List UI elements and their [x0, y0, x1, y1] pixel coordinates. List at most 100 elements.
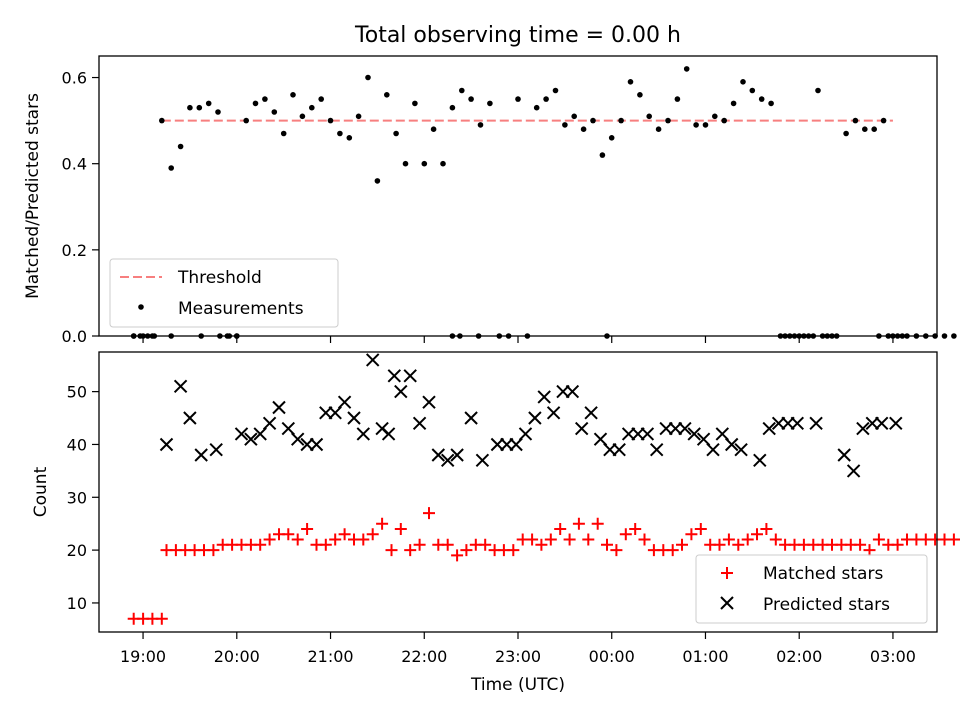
predicted-star-point: [309, 437, 324, 452]
measurement-point: [271, 109, 278, 115]
matched-star-point: [563, 533, 576, 546]
ratio-y-axis-label: Matched/Predicted stars: [23, 93, 43, 299]
measurement-point: [712, 113, 718, 120]
predicted-star-point: [183, 411, 197, 425]
predicted-star-point: [194, 448, 208, 462]
measurement-point: [205, 100, 212, 107]
measurement-point: [758, 96, 765, 102]
matched-star-point: [329, 533, 342, 546]
measurement-point: [637, 92, 643, 98]
count-marks: [127, 353, 960, 625]
matched-legend-label: Matched stars: [763, 564, 883, 584]
matched-star-point: [376, 517, 389, 530]
measurement-point: [290, 92, 296, 98]
predicted-star-point: [753, 453, 767, 468]
measurement-point: [168, 165, 174, 171]
matched-star-point: [207, 544, 220, 557]
predicted-star-point: [584, 406, 598, 420]
matched-star-point: [357, 533, 370, 546]
measurement-point: [721, 117, 727, 124]
predicted-star-point: [546, 406, 561, 420]
measurement-point: [618, 117, 624, 124]
measurement-point: [393, 130, 399, 137]
measurement-point: [627, 79, 634, 85]
predicted-star-point: [574, 421, 589, 436]
predicted-star-point: [422, 395, 436, 409]
matched-star-point: [385, 544, 398, 557]
matched-star-point: [394, 523, 407, 535]
time-x-tick-label: 00:00: [589, 647, 635, 666]
measurement-point: [374, 178, 381, 184]
threshold-legend-label: Threshold: [177, 268, 262, 288]
predicted-star-point: [734, 442, 748, 457]
predicted-star-point: [431, 448, 446, 462]
predicted-star-point: [347, 411, 361, 425]
measurement-point: [430, 126, 437, 132]
count-axes: 10 20 30 40 50 19:00 20:00 21:00 22:00 23:00 00:00…: [67, 383, 916, 666]
matched-star-point: [366, 528, 379, 541]
matched-star-point: [451, 549, 464, 562]
predicted-star-point: [856, 421, 870, 436]
ratio-panel: 0.0 0.2 0.4 0.6 Matched/Predicted stars Thr…: [23, 55, 957, 346]
measurement-point: [159, 117, 165, 124]
predicted-star-point: [290, 432, 305, 446]
matched-star-point: [263, 533, 276, 546]
measurement-point: [384, 92, 390, 98]
matched-star-point: [760, 523, 773, 535]
predicted-star-point: [475, 453, 490, 468]
predicted-star-point: [612, 442, 626, 457]
measurement-point: [852, 117, 859, 124]
measurement-point: [459, 87, 465, 94]
matched-star-point: [722, 533, 735, 546]
count-y-tick-label: 20: [67, 541, 87, 560]
count-legend: Matched stars Predicted stars: [695, 554, 928, 624]
predicted-star-point: [234, 427, 249, 441]
measurement-point: [552, 87, 559, 94]
measurement-point: [599, 152, 606, 158]
predicted-star-point: [724, 437, 739, 452]
matched-star-point: [638, 533, 651, 546]
measurement-point: [318, 96, 325, 102]
predicted-star-point: [874, 416, 889, 431]
matched-star-point: [863, 544, 876, 557]
measurement-point: [533, 104, 540, 111]
count-y-tick-label: 30: [67, 488, 87, 507]
measurement-point: [177, 143, 184, 150]
measurement-point: [327, 117, 334, 124]
matched-star-point: [423, 507, 435, 520]
measurement-point: [262, 96, 268, 102]
ratio-legend-box: [109, 258, 339, 328]
measurement-point: [562, 122, 568, 128]
predicted-star-point: [640, 427, 655, 441]
matched-star-point: [572, 517, 585, 530]
matched-star-point: [535, 538, 548, 551]
matched-star-point: [554, 523, 567, 535]
matched-star-point: [619, 528, 632, 541]
matched-star-point: [413, 538, 426, 551]
measurement-point: [412, 100, 418, 107]
measurement-point: [702, 122, 709, 128]
measurement-point: [674, 96, 681, 102]
matched-star-point: [155, 612, 168, 625]
predicted-star-point: [262, 416, 277, 431]
measurement-point: [543, 96, 549, 102]
predicted-star-point: [518, 427, 533, 441]
measurement-point: [477, 122, 484, 128]
predicted-star-point: [403, 369, 417, 383]
predicted-star-point: [281, 421, 296, 436]
matched-star-point: [685, 528, 698, 541]
predicted-star-point: [365, 353, 380, 367]
matched-star-point: [676, 538, 688, 551]
predicted-star-point: [687, 427, 701, 441]
measurement-point: [683, 66, 690, 72]
time-x-tick-label: 02:00: [776, 647, 822, 666]
measurements-legend-swatch: [138, 304, 144, 310]
matched-star-point: [582, 533, 595, 546]
measurement-point: [402, 160, 409, 167]
time-x-tick-label: 21:00: [307, 647, 353, 666]
measurement-point: [740, 79, 746, 85]
time-x-axis-label: Time (UTC): [470, 675, 565, 695]
predicted-star-point: [846, 464, 861, 478]
measurement-point: [468, 96, 474, 102]
